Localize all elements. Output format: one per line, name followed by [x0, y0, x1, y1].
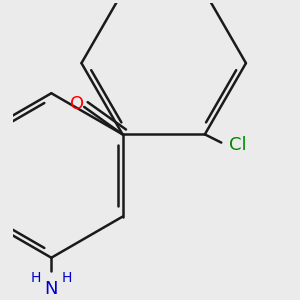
- Text: H: H: [61, 272, 72, 285]
- Text: N: N: [45, 280, 58, 298]
- Text: H: H: [31, 272, 41, 285]
- Text: O: O: [70, 95, 84, 113]
- Text: Cl: Cl: [230, 136, 247, 154]
